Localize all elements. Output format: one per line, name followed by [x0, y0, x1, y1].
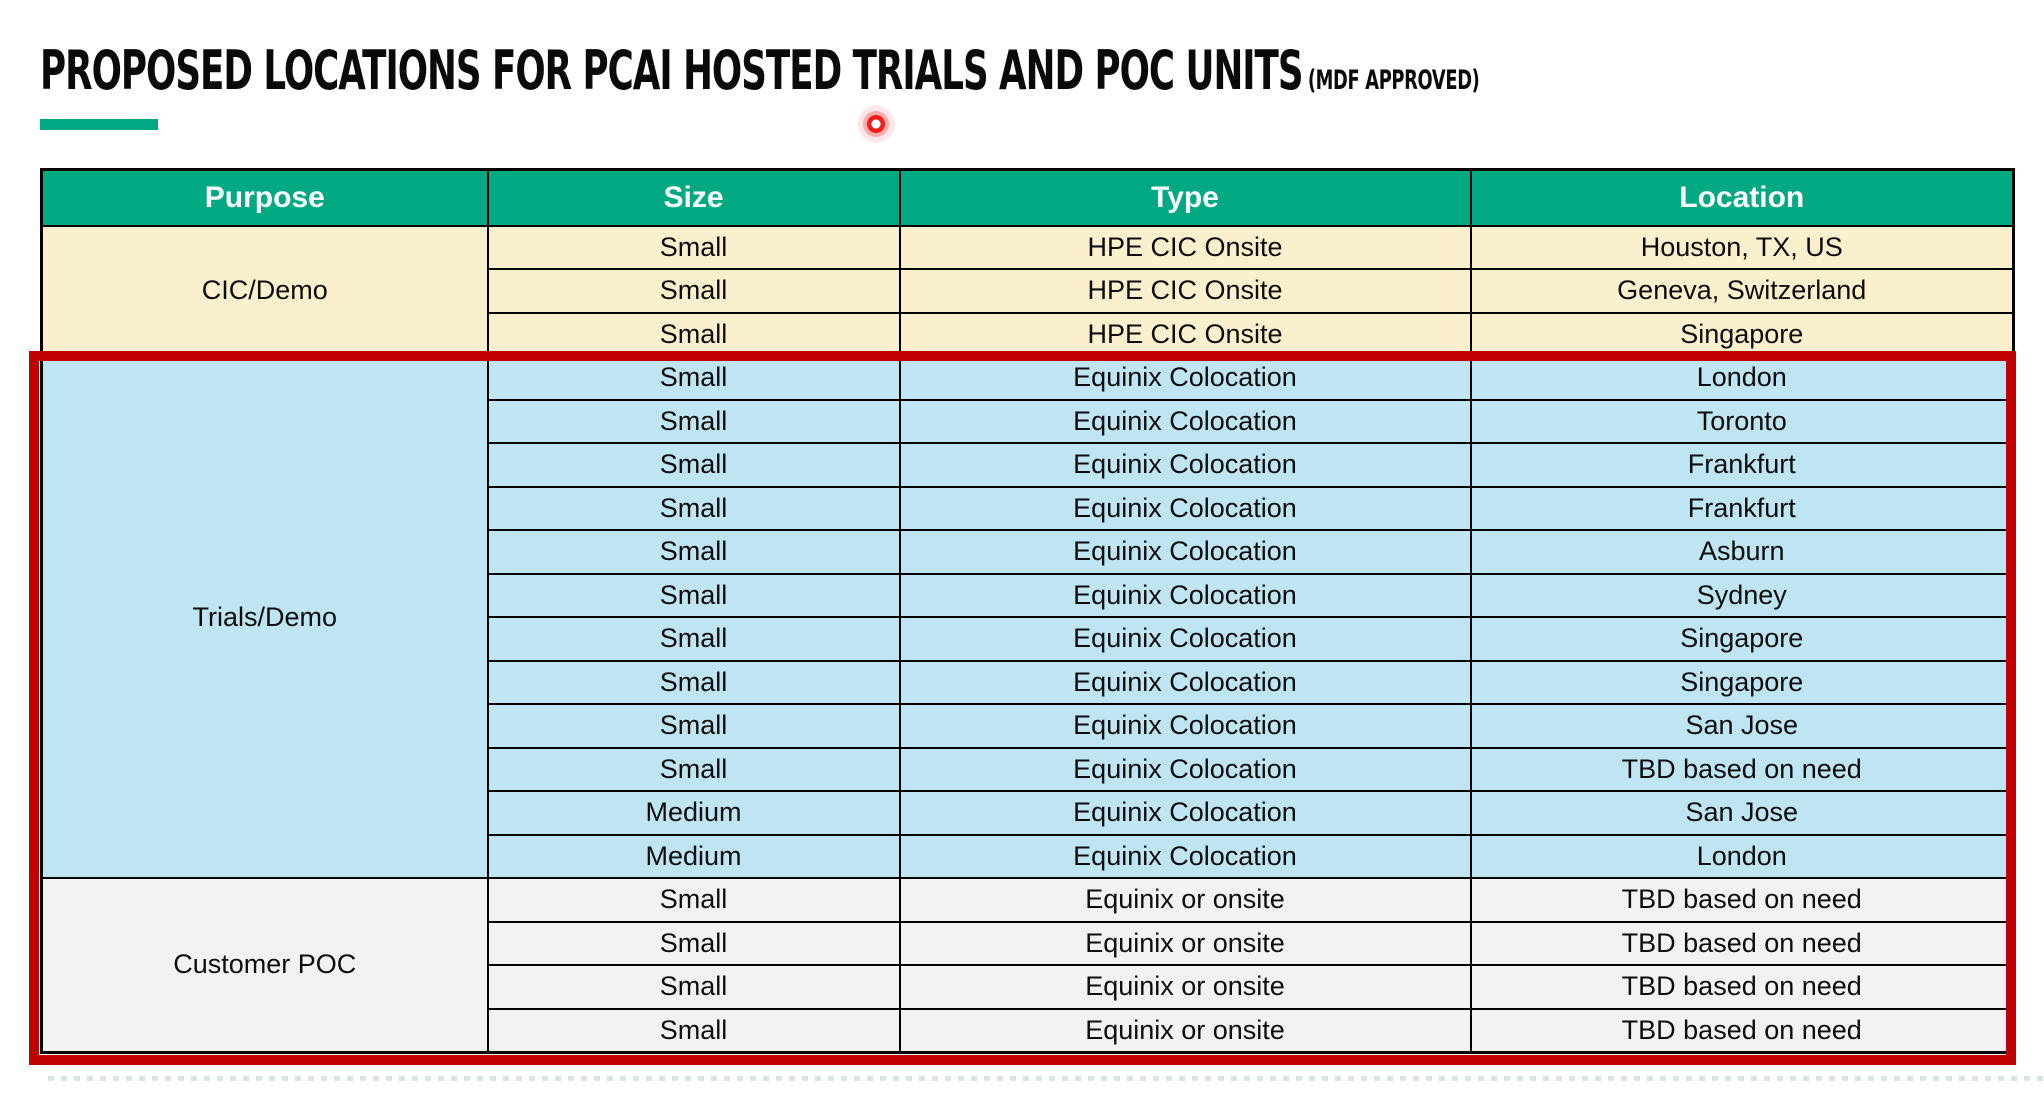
table-row: Small HPE CIC Onsite Singapore	[42, 311, 2015, 357]
location-cell: Geneva, Switzerland	[1469, 268, 2015, 314]
size-cell: Small	[486, 746, 901, 792]
column-header-purpose: Purpose	[40, 168, 489, 227]
type-cell: HPE CIC Onsite	[898, 224, 1472, 270]
type-cell: Equinix or onsite	[898, 877, 1472, 923]
table-row: CIC/Demo Small HPE CIC Onsite Houston, T…	[40, 224, 2015, 357]
page-title-suffix: (MDF APPROVED)	[1307, 65, 1480, 96]
page-title: PROPOSED LOCATIONS FOR PCAI HOSTED TRIAL…	[40, 44, 1480, 98]
type-cell: Equinix Colocation	[898, 355, 1472, 401]
table-row: Small Equinix or onsite TBD based on nee…	[42, 1007, 2015, 1053]
size-cell: Small	[486, 311, 901, 357]
size-cell: Small	[486, 268, 901, 314]
laser-pointer-dot-icon	[854, 102, 898, 146]
table-row: Small Equinix Colocation Singapore	[42, 659, 2015, 705]
size-cell: Small	[486, 572, 901, 618]
table-row: Small Equinix Colocation San Jose	[42, 703, 2015, 749]
location-cell: TBD based on need	[1469, 920, 2015, 966]
size-cell: Small	[486, 398, 901, 444]
table-row: Small Equinix Colocation Frankfurt	[42, 442, 2015, 488]
table-row: Small Equinix Colocation Frankfurt	[42, 485, 2015, 531]
type-cell: Equinix Colocation	[898, 746, 1472, 792]
header-row: Purpose Size Type Location	[40, 168, 2015, 227]
type-cell: Equinix Colocation	[898, 398, 1472, 444]
size-cell: Small	[486, 877, 901, 923]
location-cell: London	[1469, 833, 2015, 879]
location-cell: Singapore	[1469, 616, 2015, 662]
size-cell: Small	[486, 355, 901, 401]
purpose-cell-trials-demo: Trials/Demo	[40, 355, 489, 879]
type-cell: Equinix or onsite	[898, 920, 1472, 966]
type-cell: Equinix Colocation	[898, 572, 1472, 618]
table-row: Small Equinix Colocation TBD based on ne…	[42, 746, 2015, 792]
size-cell: Medium	[486, 790, 901, 836]
purpose-cell-customer-poc: Customer POC	[40, 877, 489, 1053]
purpose-cell-cic-demo: CIC/Demo	[40, 224, 489, 357]
column-header-size: Size	[486, 168, 901, 227]
table-row: Small Equinix Colocation Asburn	[42, 529, 2015, 575]
type-cell: Equinix Colocation	[898, 790, 1472, 836]
location-cell: TBD based on need	[1469, 746, 2015, 792]
size-cell: Small	[486, 659, 901, 705]
type-cell: Equinix Colocation	[898, 485, 1472, 531]
location-cell: Sydney	[1469, 572, 2015, 618]
size-cell: Small	[486, 920, 901, 966]
size-cell: Medium	[486, 833, 901, 879]
size-cell: Small	[486, 964, 901, 1010]
type-cell: Equinix Colocation	[898, 529, 1472, 575]
location-cell: Toronto	[1469, 398, 2015, 444]
table-row: Medium Equinix Colocation San Jose	[42, 790, 2015, 836]
location-cell: Singapore	[1469, 659, 2015, 705]
locations-table: Purpose Size Type Location CIC/Demo Smal…	[40, 168, 2015, 1054]
table-row: Small Equinix Colocation Singapore	[42, 616, 2015, 662]
size-cell: Small	[486, 703, 901, 749]
title-accent-bar	[40, 119, 158, 130]
dotted-divider	[48, 1076, 2044, 1081]
table-row: Trials/Demo Small Equinix Colocation Lon…	[40, 355, 2015, 879]
location-cell: Houston, TX, US	[1469, 224, 2015, 270]
location-cell: San Jose	[1469, 703, 2015, 749]
type-cell: Equinix Colocation	[898, 703, 1472, 749]
type-cell: Equinix Colocation	[898, 833, 1472, 879]
table-row: Small Equinix Colocation Sydney	[42, 572, 2015, 618]
location-cell: TBD based on need	[1469, 964, 2015, 1010]
location-cell: Frankfurt	[1469, 442, 2015, 488]
page-title-main: PROPOSED LOCATIONS FOR PCAI HOSTED TRIAL…	[40, 39, 1304, 102]
table-row: Customer POC Small Equinix or onsite TBD…	[40, 877, 2015, 1053]
type-cell: Equinix Colocation	[898, 442, 1472, 488]
column-header-type: Type	[898, 168, 1472, 227]
location-cell: TBD based on need	[1469, 877, 2015, 923]
size-cell: Small	[486, 1007, 901, 1053]
size-cell: Small	[486, 616, 901, 662]
column-header-location: Location	[1469, 168, 2015, 227]
table-row: Small HPE CIC Onsite Geneva, Switzerland	[42, 268, 2015, 314]
location-cell: TBD based on need	[1469, 1007, 2015, 1053]
type-cell: HPE CIC Onsite	[898, 311, 1472, 357]
size-cell: Small	[486, 485, 901, 531]
size-cell: Small	[486, 224, 901, 270]
table-row: Small Equinix or onsite TBD based on nee…	[42, 964, 2015, 1010]
type-cell: Equinix Colocation	[898, 659, 1472, 705]
location-cell: Asburn	[1469, 529, 2015, 575]
type-cell: HPE CIC Onsite	[898, 268, 1472, 314]
size-cell: Small	[486, 529, 901, 575]
location-cell: London	[1469, 355, 2015, 401]
type-cell: Equinix Colocation	[898, 616, 1472, 662]
table-row: Small Equinix or onsite TBD based on nee…	[42, 920, 2015, 966]
table-row: Small Equinix Colocation Toronto	[42, 398, 2015, 444]
location-cell: San Jose	[1469, 790, 2015, 836]
location-cell: Singapore	[1469, 311, 2015, 357]
location-cell: Frankfurt	[1469, 485, 2015, 531]
size-cell: Small	[486, 442, 901, 488]
type-cell: Equinix or onsite	[898, 1007, 1472, 1053]
table-row: Medium Equinix Colocation London	[42, 833, 2015, 879]
type-cell: Equinix or onsite	[898, 964, 1472, 1010]
